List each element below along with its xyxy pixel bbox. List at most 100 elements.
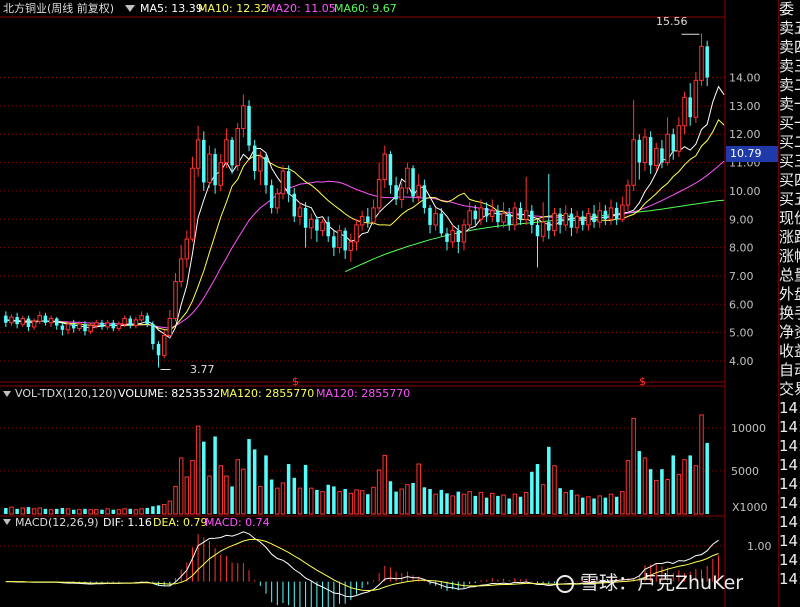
volume-bar (671, 455, 675, 514)
candle-body (682, 96, 687, 127)
order-book-item: 买五 (779, 190, 800, 208)
candle-body (416, 184, 421, 198)
volume-bar (252, 449, 257, 514)
order-book-item: 卖三 (779, 57, 800, 75)
order-book-item: 14:5 (779, 399, 800, 417)
volume-bar (354, 489, 359, 515)
ma10-label: MA10: 12.32 (198, 2, 268, 15)
candle-body (128, 318, 133, 326)
volume-bar (642, 457, 648, 515)
volume-bar (88, 509, 93, 515)
volume-bar (540, 484, 546, 515)
volume-bar (648, 469, 653, 514)
event-marker-2[interactable]: $ (639, 375, 646, 388)
volume-ma120-a: MA120: 2855770 (220, 387, 314, 400)
volume-bar (326, 484, 330, 514)
candle-body (608, 207, 614, 220)
watermark: 雪球：卢克ZhuKer (556, 568, 743, 595)
candle-body (151, 324, 155, 344)
volume-bar (558, 488, 562, 514)
volume-bar (297, 487, 303, 515)
candle-body (202, 139, 206, 183)
volume-bar (195, 425, 201, 515)
volume-bar (26, 507, 31, 514)
order-book-item: 14:5 (779, 570, 800, 588)
volume-bar (100, 509, 104, 514)
order-book-item: 委 (779, 0, 795, 18)
candle-body (303, 207, 308, 228)
macd-dea-line (5, 538, 719, 592)
volume-bar (682, 459, 687, 515)
candle-body (100, 322, 104, 327)
volume-bar (631, 417, 636, 515)
candle-body (359, 215, 365, 226)
candle-body (332, 236, 336, 248)
candle-body (552, 213, 557, 232)
volume-tick-label: 10000 (731, 422, 766, 435)
volume-settings-icon[interactable] (3, 391, 11, 397)
candle-body (31, 320, 37, 328)
macd-value: MACD: 0.74 (205, 516, 270, 529)
event-marker-1[interactable]: $ (292, 375, 299, 388)
volume-bar (315, 489, 319, 514)
volume-bar (478, 491, 484, 515)
candle-body (411, 168, 415, 197)
volume-bar (77, 509, 82, 515)
volume-tick-label: 5000 (731, 465, 759, 478)
volume-bar (264, 455, 268, 514)
volume-bar (608, 493, 614, 515)
volume-bar (111, 509, 116, 514)
volume-bar (359, 490, 365, 515)
candle-body (280, 170, 286, 195)
candle-body (614, 207, 619, 220)
order-book-item: 卖四 (779, 38, 800, 56)
volume-bar (620, 491, 625, 515)
ma20-path (5, 160, 725, 329)
volume-bar (303, 464, 308, 514)
candle-body (354, 224, 359, 243)
candle-body (512, 207, 518, 226)
candle-body (496, 210, 500, 223)
volume-bar (693, 465, 699, 515)
candle-body (371, 207, 376, 223)
candle-body (592, 213, 596, 223)
candle-body (343, 230, 347, 251)
volume-bars (4, 414, 709, 515)
candle-body (20, 317, 26, 325)
candle-body (26, 318, 31, 327)
macd-settings-icon[interactable] (3, 519, 11, 525)
volume-bar (224, 475, 229, 515)
candle-body (456, 230, 461, 242)
volume-bar (275, 487, 280, 515)
volume-bar (83, 508, 87, 514)
order-book-item: 外盘 (779, 285, 800, 303)
settings-icon[interactable] (125, 5, 135, 12)
candle-body (394, 185, 398, 200)
order-book-item: 买一 (779, 114, 800, 132)
volume-title: VOL-TDX(120,120) (15, 387, 117, 400)
candle-body (518, 207, 523, 220)
volume-bar (535, 464, 540, 514)
candle-body (631, 139, 636, 186)
volume-bar (105, 508, 110, 515)
candle-body (654, 147, 659, 166)
candle-body (563, 213, 569, 226)
watermark-text: 雪球：卢克ZhuKer (580, 572, 744, 594)
volume-bar (173, 485, 178, 515)
candle-body (337, 230, 342, 249)
order-book-item: 买三 (779, 152, 800, 170)
candle-body (65, 323, 71, 331)
volume-bar (376, 469, 382, 515)
volume-bar (405, 484, 410, 515)
candle-body (116, 323, 122, 329)
volume-bar (399, 488, 405, 515)
candle-body (507, 213, 511, 225)
order-book-item: 买四 (779, 171, 800, 189)
volume-bar (15, 508, 19, 514)
order-book-item: 14:5 (779, 532, 800, 550)
candle-body (184, 238, 190, 260)
candle-body (382, 153, 388, 181)
candle-body (111, 322, 116, 329)
volume-bar (37, 507, 43, 515)
